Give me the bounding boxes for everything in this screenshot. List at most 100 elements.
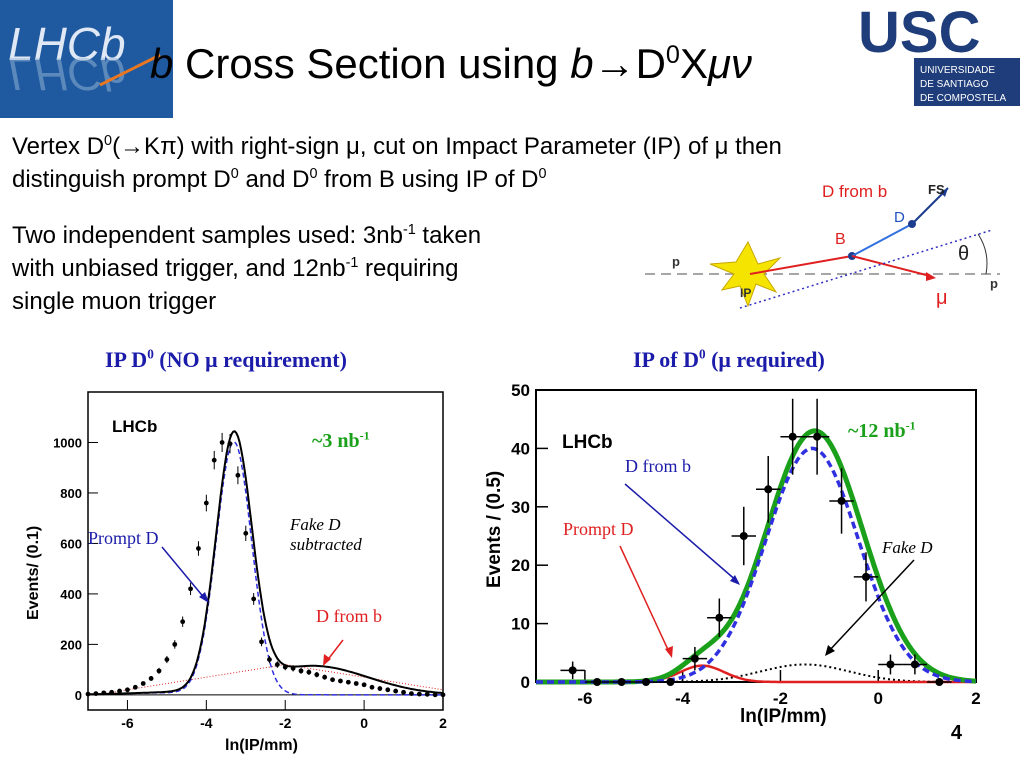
left-data-point	[424, 691, 430, 697]
left-data-point	[330, 677, 335, 683]
right-fake-curve	[536, 663, 976, 683]
d-track	[851, 223, 913, 257]
usc-line2: DE SANTIAGO	[920, 79, 989, 90]
left-data-point	[306, 669, 312, 675]
diagram-label-ip: IP	[740, 286, 751, 300]
left-prompt-arrowhead	[199, 592, 209, 603]
right-ytick-label: 20	[511, 556, 530, 575]
left-ytick-label: 0	[75, 688, 82, 703]
right-fake-arrowhead	[825, 645, 835, 656]
left-data-point	[164, 657, 170, 662]
diagram-label-fs: FS	[928, 182, 945, 197]
diagram-label-b: B	[835, 231, 846, 248]
left-data-point	[156, 668, 162, 674]
left-data-point	[93, 691, 99, 696]
right-data-point	[935, 678, 944, 686]
left-data-point	[274, 662, 280, 667]
left-data-point	[227, 441, 233, 447]
left-chart-lhcb-label: LHCb	[112, 417, 157, 436]
left-data-point	[203, 500, 209, 506]
left-data-point	[172, 641, 178, 647]
left-data-point	[259, 639, 264, 645]
left-xtick-label: -4	[200, 715, 213, 731]
right-data-point	[764, 485, 773, 494]
left-data-point	[361, 682, 367, 688]
left-dfromb-arrowhead	[323, 654, 331, 666]
left-data-point	[282, 664, 288, 670]
right-data-point	[642, 678, 650, 686]
left-data-point	[140, 681, 146, 686]
right-chart-xlabel: ln(IP/mm)	[740, 706, 827, 727]
left-data-point	[125, 687, 130, 693]
usc-line3: DE COMPOSTELA	[920, 93, 1006, 104]
usc-logo: USC UNIVERSIDADE DE SANTIAGO DE COMPOSTE…	[858, 0, 1024, 110]
right-xtick-label: -4	[675, 689, 691, 708]
right-ytick-label: 0	[521, 673, 530, 692]
right-plot-title: IP of D0 (μ required)	[633, 346, 825, 372]
right-data-point	[788, 432, 797, 441]
left-data-point	[117, 688, 122, 694]
left-chart-xlabel: ln(IP/mm)	[225, 737, 298, 754]
left-data-point	[267, 657, 272, 662]
left-lumi-label: ~3 nb-1	[312, 428, 370, 452]
decay-diagram: D from b FS D B θ p p IP μ	[645, 182, 1000, 309]
diagram-label-mu: μ	[936, 287, 948, 309]
usc-line1: UNIVERSIDADE	[920, 65, 995, 76]
right-data-point	[837, 496, 846, 505]
right-dfromb-curve	[536, 446, 976, 684]
left-data-point	[345, 679, 351, 685]
right-data-point	[690, 654, 699, 663]
left-data-point	[132, 684, 138, 690]
left-data-point	[243, 530, 249, 536]
left-plot-title: IP D0 (NO μ requirement)	[105, 346, 347, 372]
mu-track	[851, 255, 931, 277]
right-ytick-label: 30	[511, 498, 530, 517]
svg-text:LHCb: LHCb	[8, 48, 126, 100]
samples-paragraph: Two independent samples used: 3nb-1 take…	[12, 222, 482, 315]
right-data-point	[593, 678, 602, 686]
left-data-point	[196, 546, 201, 551]
left-dfromb-label: D from b	[316, 606, 382, 626]
right-chart-ylabel: Events / (0.5)	[484, 471, 505, 588]
right-data-point	[862, 572, 870, 581]
diagram-label-theta: θ	[958, 243, 969, 265]
right-xtick-label: 2	[971, 689, 980, 708]
left-data-point	[290, 665, 296, 671]
left-data-point	[440, 692, 446, 698]
right-dfromb-arrowhead	[730, 575, 740, 585]
left-data-point	[416, 691, 422, 697]
diagram-label-d-from-b: D from b	[822, 182, 887, 201]
right-xtick-label: -6	[577, 689, 592, 708]
left-data-point	[322, 674, 328, 680]
left-data-point	[409, 691, 414, 696]
left-chart-frame	[87, 391, 444, 711]
right-data-point	[813, 432, 822, 441]
left-xtick-label: -6	[121, 715, 134, 731]
left-xtick-label: 2	[439, 715, 447, 731]
b-track	[749, 255, 853, 275]
left-data-point	[180, 619, 186, 625]
left-data-point	[377, 686, 383, 691]
left-data-point	[148, 676, 154, 681]
left-data-point	[298, 668, 304, 674]
right-xtick-label: 0	[873, 689, 882, 708]
right-ytick-label: 50	[511, 381, 530, 400]
right-xtick-label: -2	[773, 689, 788, 708]
left-data-point	[393, 688, 399, 694]
right-data-point	[568, 666, 577, 675]
left-ytick-label: 800	[60, 486, 82, 501]
left-prompt-label: Prompt D	[88, 528, 159, 548]
slide-title: b Cross Section using b→D0Xμν	[150, 40, 752, 87]
right-dfromb-arrow	[624, 483, 739, 583]
left-data-point	[314, 672, 320, 678]
right-data-point	[715, 613, 724, 622]
right-prompt-label: Prompt D	[563, 519, 634, 539]
left-ytick-label: 1000	[53, 435, 82, 450]
right-ytick-label: 40	[511, 439, 530, 458]
left-data-point	[432, 692, 438, 698]
right-prompt-arrow	[619, 545, 671, 655]
right-chart-lhcb-label: LHCb	[562, 432, 613, 453]
left-data-point	[211, 457, 217, 463]
left-data-point	[101, 690, 107, 696]
lhcb-logo: LHCb LHCb	[0, 0, 173, 118]
